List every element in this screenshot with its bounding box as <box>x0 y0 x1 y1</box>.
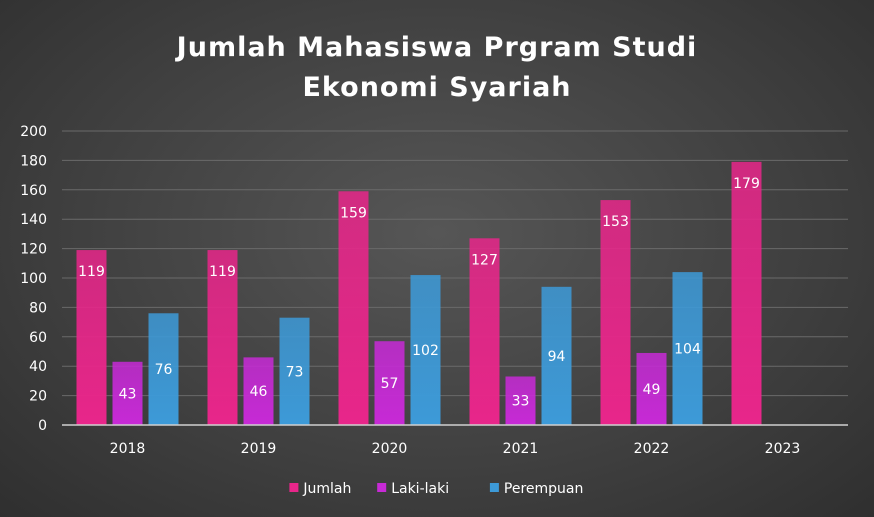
bar-perempuan-2020 <box>410 275 441 425</box>
axes: 0 20 40 60 80 100 120 140 160 180 200 2018 2019 2020 2… <box>20 124 848 457</box>
gridlines <box>62 130 848 397</box>
x-tick-label: 2022 <box>634 441 670 457</box>
y-tick-label: 80 <box>29 300 47 316</box>
data-label: 46 <box>250 384 268 400</box>
data-label: 43 <box>119 386 137 402</box>
bar-jumlah-2021 <box>469 238 500 425</box>
bar-laki-laki-2018 <box>112 361 143 425</box>
bar-jumlah-2020 <box>338 191 369 425</box>
y-tick-label: 180 <box>20 153 47 169</box>
data-label: 159 <box>340 205 367 221</box>
data-label: 127 <box>471 252 498 268</box>
bars: 119 43 76 119 46 73 159 57 102 127 33 94 153 49 104 179 <box>76 161 762 425</box>
y-tick-label: 60 <box>29 330 47 346</box>
bar-perempuan-2019 <box>279 317 310 425</box>
bar-perempuan-2018 <box>148 313 179 425</box>
data-label: 76 <box>155 362 173 378</box>
data-label: 104 <box>674 342 701 358</box>
bar-laki-laki-2020 <box>374 341 405 425</box>
bar-laki-laki-2019 <box>243 357 274 425</box>
bar-jumlah-2023 <box>731 161 762 425</box>
y-tick-label: 0 <box>38 418 47 434</box>
y-tick-label: 100 <box>20 271 47 287</box>
y-tick-label: 20 <box>29 389 47 405</box>
chart-title: Jumlah Mahasiswa Prgram Studi Ekonomi Sy… <box>0 28 874 108</box>
bar-laki-laki-2022 <box>636 352 667 425</box>
x-tick-label: 2018 <box>110 441 146 457</box>
chart-title-line-1: Jumlah Mahasiswa Prgram Studi <box>176 32 698 63</box>
x-tick-label: 2023 <box>765 441 801 457</box>
bar-laki-laki-2021 <box>505 376 536 425</box>
legend: Jumlah Laki-laki Perempuan <box>289 481 583 497</box>
data-label: 49 <box>643 382 661 398</box>
y-tick-label: 140 <box>20 212 47 228</box>
bar-jumlah-2022 <box>600 200 631 425</box>
legend-label-jumlah: Jumlah <box>302 481 351 497</box>
bar-jumlah-2018 <box>76 250 107 425</box>
legend-swatch-laki-laki <box>377 483 387 492</box>
legend-swatch-perempuan <box>489 483 499 492</box>
chart-title-line-2: Ekonomi Syariah <box>302 72 572 103</box>
bar-perempuan-2021 <box>541 286 572 425</box>
data-label: 102 <box>412 343 439 359</box>
data-label: 119 <box>209 264 236 280</box>
y-tick-label: 120 <box>20 242 47 258</box>
data-label: 73 <box>286 364 304 380</box>
legend-label-perempuan: Perempuan <box>504 481 583 497</box>
data-label: 57 <box>381 376 399 392</box>
legend-label-laki-laki: Laki-laki <box>391 481 449 497</box>
bar-jumlah-2019 <box>207 250 238 425</box>
y-tick-label: 200 <box>20 124 47 140</box>
y-tick-label: 160 <box>20 183 47 199</box>
x-tick-label: 2020 <box>372 441 408 457</box>
x-tick-label: 2019 <box>241 441 277 457</box>
data-label: 179 <box>733 176 760 192</box>
data-label: 94 <box>548 349 566 365</box>
y-tick-label: 40 <box>29 359 47 375</box>
x-tick-label: 2021 <box>503 441 539 457</box>
data-label: 119 <box>78 264 105 280</box>
data-label: 153 <box>602 214 629 230</box>
data-label: 33 <box>512 394 530 410</box>
bar-perempuan-2022 <box>672 272 703 425</box>
legend-swatch-jumlah <box>289 483 299 492</box>
